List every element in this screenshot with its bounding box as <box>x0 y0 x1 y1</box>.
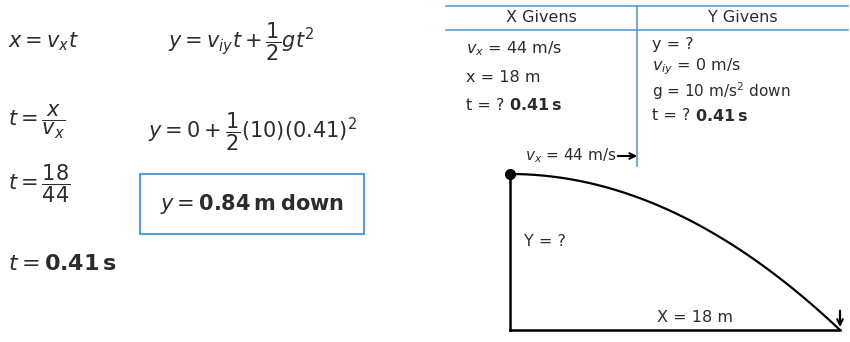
Text: y = ?: y = ? <box>652 37 694 52</box>
Text: $\mathit{\mathbf{0.41\,s}}$: $\mathit{\mathbf{0.41\,s}}$ <box>695 108 748 124</box>
Text: $x = v_{x}t$: $x = v_{x}t$ <box>8 31 79 53</box>
Text: t = ?: t = ? <box>652 108 690 123</box>
Text: $\mathit{\mathbf{0.41\,s}}$: $\mathit{\mathbf{0.41\,s}}$ <box>509 97 562 113</box>
Text: X Givens: X Givens <box>506 10 577 25</box>
Text: $t = \mathbf{0.41\,s}$: $t = \mathbf{0.41\,s}$ <box>8 253 116 275</box>
Text: t = ?: t = ? <box>466 97 504 113</box>
Text: $v_{iy}$ = 0 m/s: $v_{iy}$ = 0 m/s <box>652 57 741 77</box>
Text: x = 18 m: x = 18 m <box>466 69 541 84</box>
FancyBboxPatch shape <box>140 174 364 234</box>
Text: $y = \mathbf{0.84\,m\;down}$: $y = \mathbf{0.84\,m\;down}$ <box>160 192 344 216</box>
Text: $t = \dfrac{18}{44}$: $t = \dfrac{18}{44}$ <box>8 163 71 205</box>
Text: Y Givens: Y Givens <box>708 10 777 25</box>
Text: $y = 0 + \dfrac{1}{2}(10)(0.41)^{2}$: $y = 0 + \dfrac{1}{2}(10)(0.41)^{2}$ <box>148 111 357 153</box>
Text: $t = \dfrac{x}{v_{x}}$: $t = \dfrac{x}{v_{x}}$ <box>8 103 65 141</box>
Text: $y = v_{iy}t + \dfrac{1}{2}gt^{2}$: $y = v_{iy}t + \dfrac{1}{2}gt^{2}$ <box>168 21 314 63</box>
Text: $v_x$ = 44 m/s: $v_x$ = 44 m/s <box>525 147 617 165</box>
Text: g = 10 m/s$^2$ down: g = 10 m/s$^2$ down <box>652 80 791 102</box>
Text: $v_x$ = 44 m/s: $v_x$ = 44 m/s <box>466 40 562 58</box>
Text: Y = ?: Y = ? <box>524 235 566 250</box>
Text: X = 18 m: X = 18 m <box>657 310 733 325</box>
